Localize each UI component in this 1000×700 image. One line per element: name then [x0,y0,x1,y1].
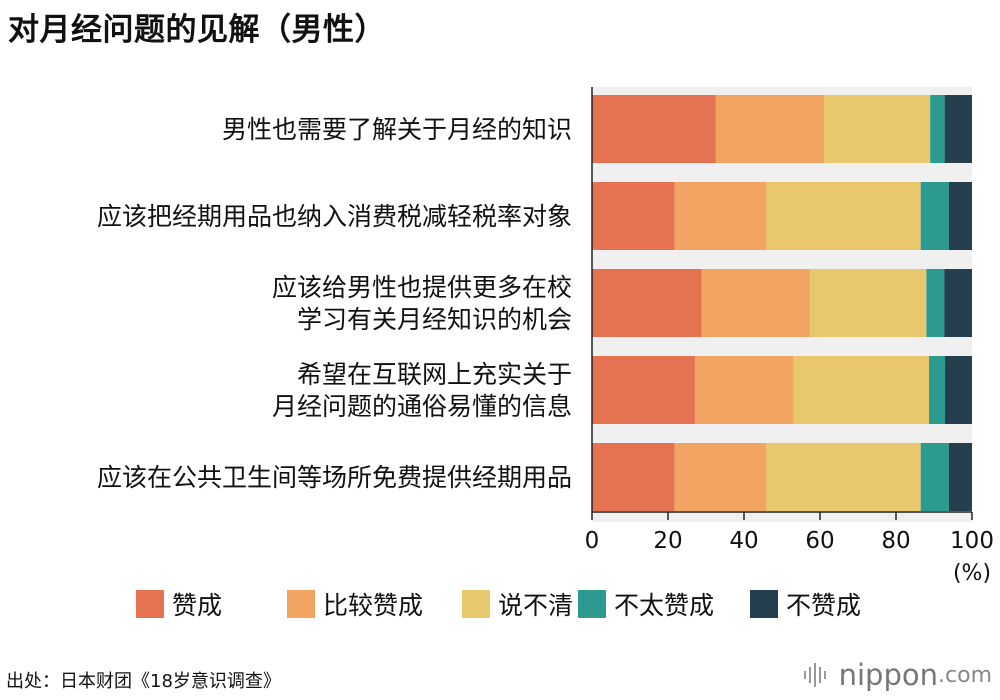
bar-segment-2-row-2 [674,182,767,250]
legend-swatch [462,590,490,618]
x-axis: 0 20 40 60 80 100 (%) [585,87,994,586]
bar-segment-3-row-1 [824,95,931,163]
category-labels: 男性也需要了解关于月经的知识应该把经期用品也纳入消费税减轻税率对象应该给男性也提… [97,115,572,492]
category-label: 希望在互联网上充实关于 [297,360,572,389]
category-label: 学习有关月经知识的机会 [297,305,572,334]
bar-segment-4-row-4 [929,356,946,424]
bar-segment-1-row-1 [592,95,716,163]
category-label: 男性也需要了解关于月经的知识 [222,115,572,144]
category-label: 月经问题的通俗易懂的信息 [272,392,572,421]
bar-segment-5-row-1 [944,95,972,163]
bar-segment-2-row-1 [715,95,825,163]
category-label: 应该在公共卫生间等场所免费提供经期用品 [97,463,572,492]
bar-segment-1-row-3 [592,269,702,337]
bar-segment-5-row-3 [944,269,972,337]
legend-swatch [750,590,778,618]
bars-layer [592,87,972,522]
bar-segment-3-row-4 [793,356,930,424]
bar-segment-5-row-5 [948,443,972,511]
bar-segment-4-row-2 [920,182,949,250]
legend-label: 不太赞成 [614,591,714,620]
bar-segment-3-row-5 [766,443,921,511]
bar-segment-4-row-3 [926,269,945,337]
legend: 赞成 比较赞成 说不清 不太赞成 不赞成 [136,590,861,620]
bar-segment-2-row-5 [674,443,767,511]
x-tick-label: 40 [729,528,758,554]
legend-label: 比较赞成 [323,591,423,620]
x-tick-label: 80 [881,528,910,554]
x-tick-label: 0 [585,528,600,554]
x-tick-label: 100 [950,528,994,554]
bar-segment-3-row-3 [810,269,927,337]
bar-segment-2-row-3 [701,269,811,337]
bar-segment-5-row-4 [945,356,972,424]
x-unit-label: (%) [953,561,991,586]
source-note: 出处：日本财团《18岁意识调查》 [6,671,281,692]
x-tick-label: 60 [805,528,834,554]
legend-label: 说不清 [498,591,573,620]
brand-suffix: .com [938,662,992,688]
bar-segment-4-row-5 [920,443,949,511]
nippon-logo: nippon .com [803,658,992,692]
bar-segment-1-row-5 [592,443,675,511]
legend-label: 不赞成 [786,591,861,620]
bar-segment-4-row-1 [930,95,945,163]
category-label: 应该把经期用品也纳入消费税减轻税率对象 [97,202,572,231]
x-tick-label: 20 [653,528,682,554]
legend-swatch [578,590,606,618]
chart-title: 对月经问题的见解（男性） [8,12,386,48]
sound-wave-icon [803,663,826,687]
legend-label: 赞成 [172,591,222,620]
bar-segment-5-row-2 [948,182,972,250]
legend-swatch [287,590,315,618]
bar-segment-1-row-2 [592,182,675,250]
legend-swatch [136,590,164,618]
brand-name: nippon [838,658,939,692]
bar-segment-1-row-4 [592,356,695,424]
bar-segment-2-row-4 [694,356,794,424]
bar-segment-3-row-2 [766,182,921,250]
category-label: 应该给男性也提供更多在校 [272,273,572,302]
